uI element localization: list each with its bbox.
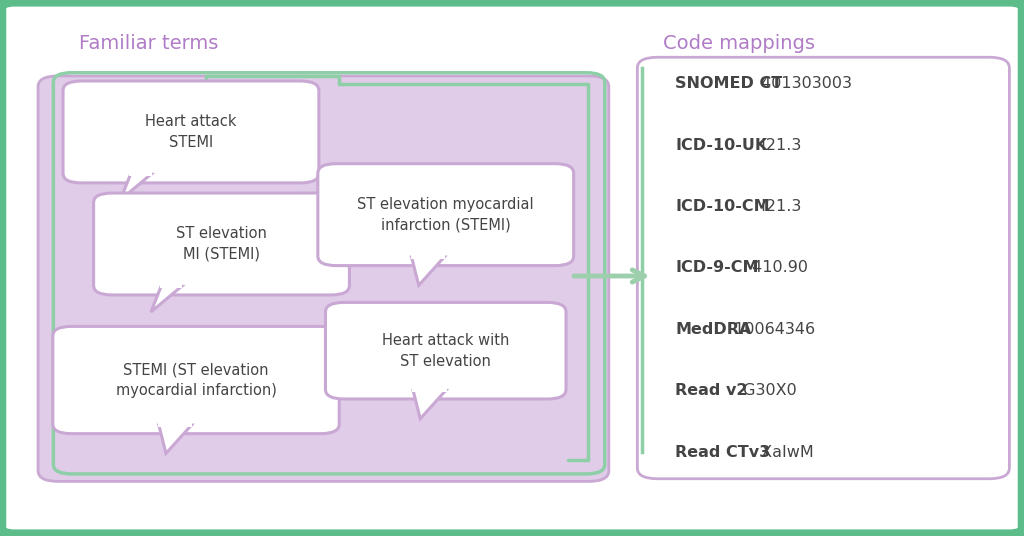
Text: 10064346: 10064346 — [729, 322, 815, 337]
Text: Familiar terms: Familiar terms — [79, 34, 218, 54]
FancyBboxPatch shape — [53, 326, 339, 434]
Text: ICD-9-CM: ICD-9-CM — [675, 260, 759, 276]
Text: ICD-10-UK: ICD-10-UK — [675, 138, 767, 153]
Text: Heart attack with
ST elevation: Heart attack with ST elevation — [382, 333, 509, 369]
Polygon shape — [159, 425, 191, 453]
Text: Read CTv3: Read CTv3 — [675, 444, 770, 459]
Polygon shape — [160, 282, 182, 288]
Text: ICD-10-CM: ICD-10-CM — [675, 199, 770, 214]
Text: 410.90: 410.90 — [746, 260, 808, 276]
Polygon shape — [120, 174, 151, 200]
Text: STEMI (ST elevation
myocardial infarction): STEMI (ST elevation myocardial infarctio… — [116, 362, 276, 398]
FancyBboxPatch shape — [93, 193, 349, 295]
Polygon shape — [412, 257, 444, 285]
FancyBboxPatch shape — [637, 57, 1010, 479]
Text: XaIwM: XaIwM — [756, 444, 813, 459]
Text: ST elevation myocardial
infarction (STEMI): ST elevation myocardial infarction (STEM… — [357, 197, 535, 233]
Polygon shape — [412, 386, 446, 392]
Polygon shape — [129, 170, 152, 176]
Polygon shape — [413, 390, 445, 419]
Text: MedDRA: MedDRA — [675, 322, 752, 337]
FancyBboxPatch shape — [38, 76, 609, 481]
Text: SNOMED CT: SNOMED CT — [675, 77, 782, 92]
Text: Read v2: Read v2 — [675, 383, 748, 398]
Text: ST elevation
MI (STEMI): ST elevation MI (STEMI) — [176, 226, 267, 262]
Text: Code mappings: Code mappings — [663, 34, 815, 54]
Polygon shape — [158, 421, 193, 427]
Text: Heart attack
STEMI: Heart attack STEMI — [145, 114, 237, 150]
Polygon shape — [151, 286, 181, 312]
FancyBboxPatch shape — [63, 81, 318, 183]
FancyBboxPatch shape — [326, 302, 566, 399]
Text: I21.3: I21.3 — [756, 138, 801, 153]
Text: 401303003: 401303003 — [756, 77, 852, 92]
FancyBboxPatch shape — [317, 163, 573, 266]
Text: I21.3: I21.3 — [756, 199, 801, 214]
Text: G30X0: G30X0 — [738, 383, 797, 398]
Polygon shape — [411, 254, 445, 259]
